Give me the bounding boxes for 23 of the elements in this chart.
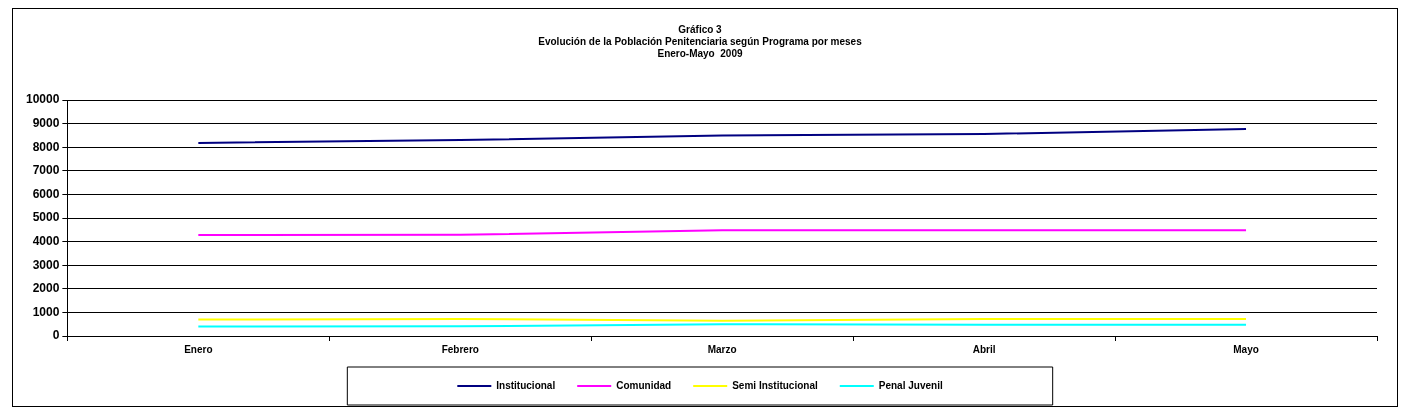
y-tick-label: 1000 <box>32 304 60 319</box>
text: Evolución de la Población Penitenciaria según Programa por meses <box>538 35 862 47</box>
x-tick-label: Marzo <box>707 343 737 355</box>
y-tick-label: 10000 <box>25 92 60 107</box>
y-tick-label: 5000 <box>32 210 60 225</box>
y-tick-label: 6000 <box>32 186 60 201</box>
x-tick-label: Febrero <box>441 343 479 355</box>
y-tick-label: 9000 <box>32 115 60 130</box>
x-tick-label: Enero <box>184 343 213 355</box>
text: Gráfico 3 <box>678 23 722 35</box>
legend-label: Comunidad <box>616 379 672 391</box>
legend-label: Institucional <box>496 379 556 391</box>
legend-label: Semi Institucional <box>732 379 818 391</box>
y-tick-label: 0 <box>52 328 60 343</box>
x-tick-label: Abril <box>972 343 996 355</box>
x-tick-label: Mayo <box>1233 343 1259 355</box>
y-tick-label: 8000 <box>32 139 60 154</box>
y-tick-label: 3000 <box>32 257 60 272</box>
text: Enero-Mayo 2009 <box>657 47 743 59</box>
y-tick-label: 7000 <box>32 163 60 178</box>
y-tick-label: 2000 <box>32 281 60 296</box>
legend-label: Penal Juvenil <box>878 379 943 391</box>
y-tick-label: 4000 <box>32 233 60 248</box>
